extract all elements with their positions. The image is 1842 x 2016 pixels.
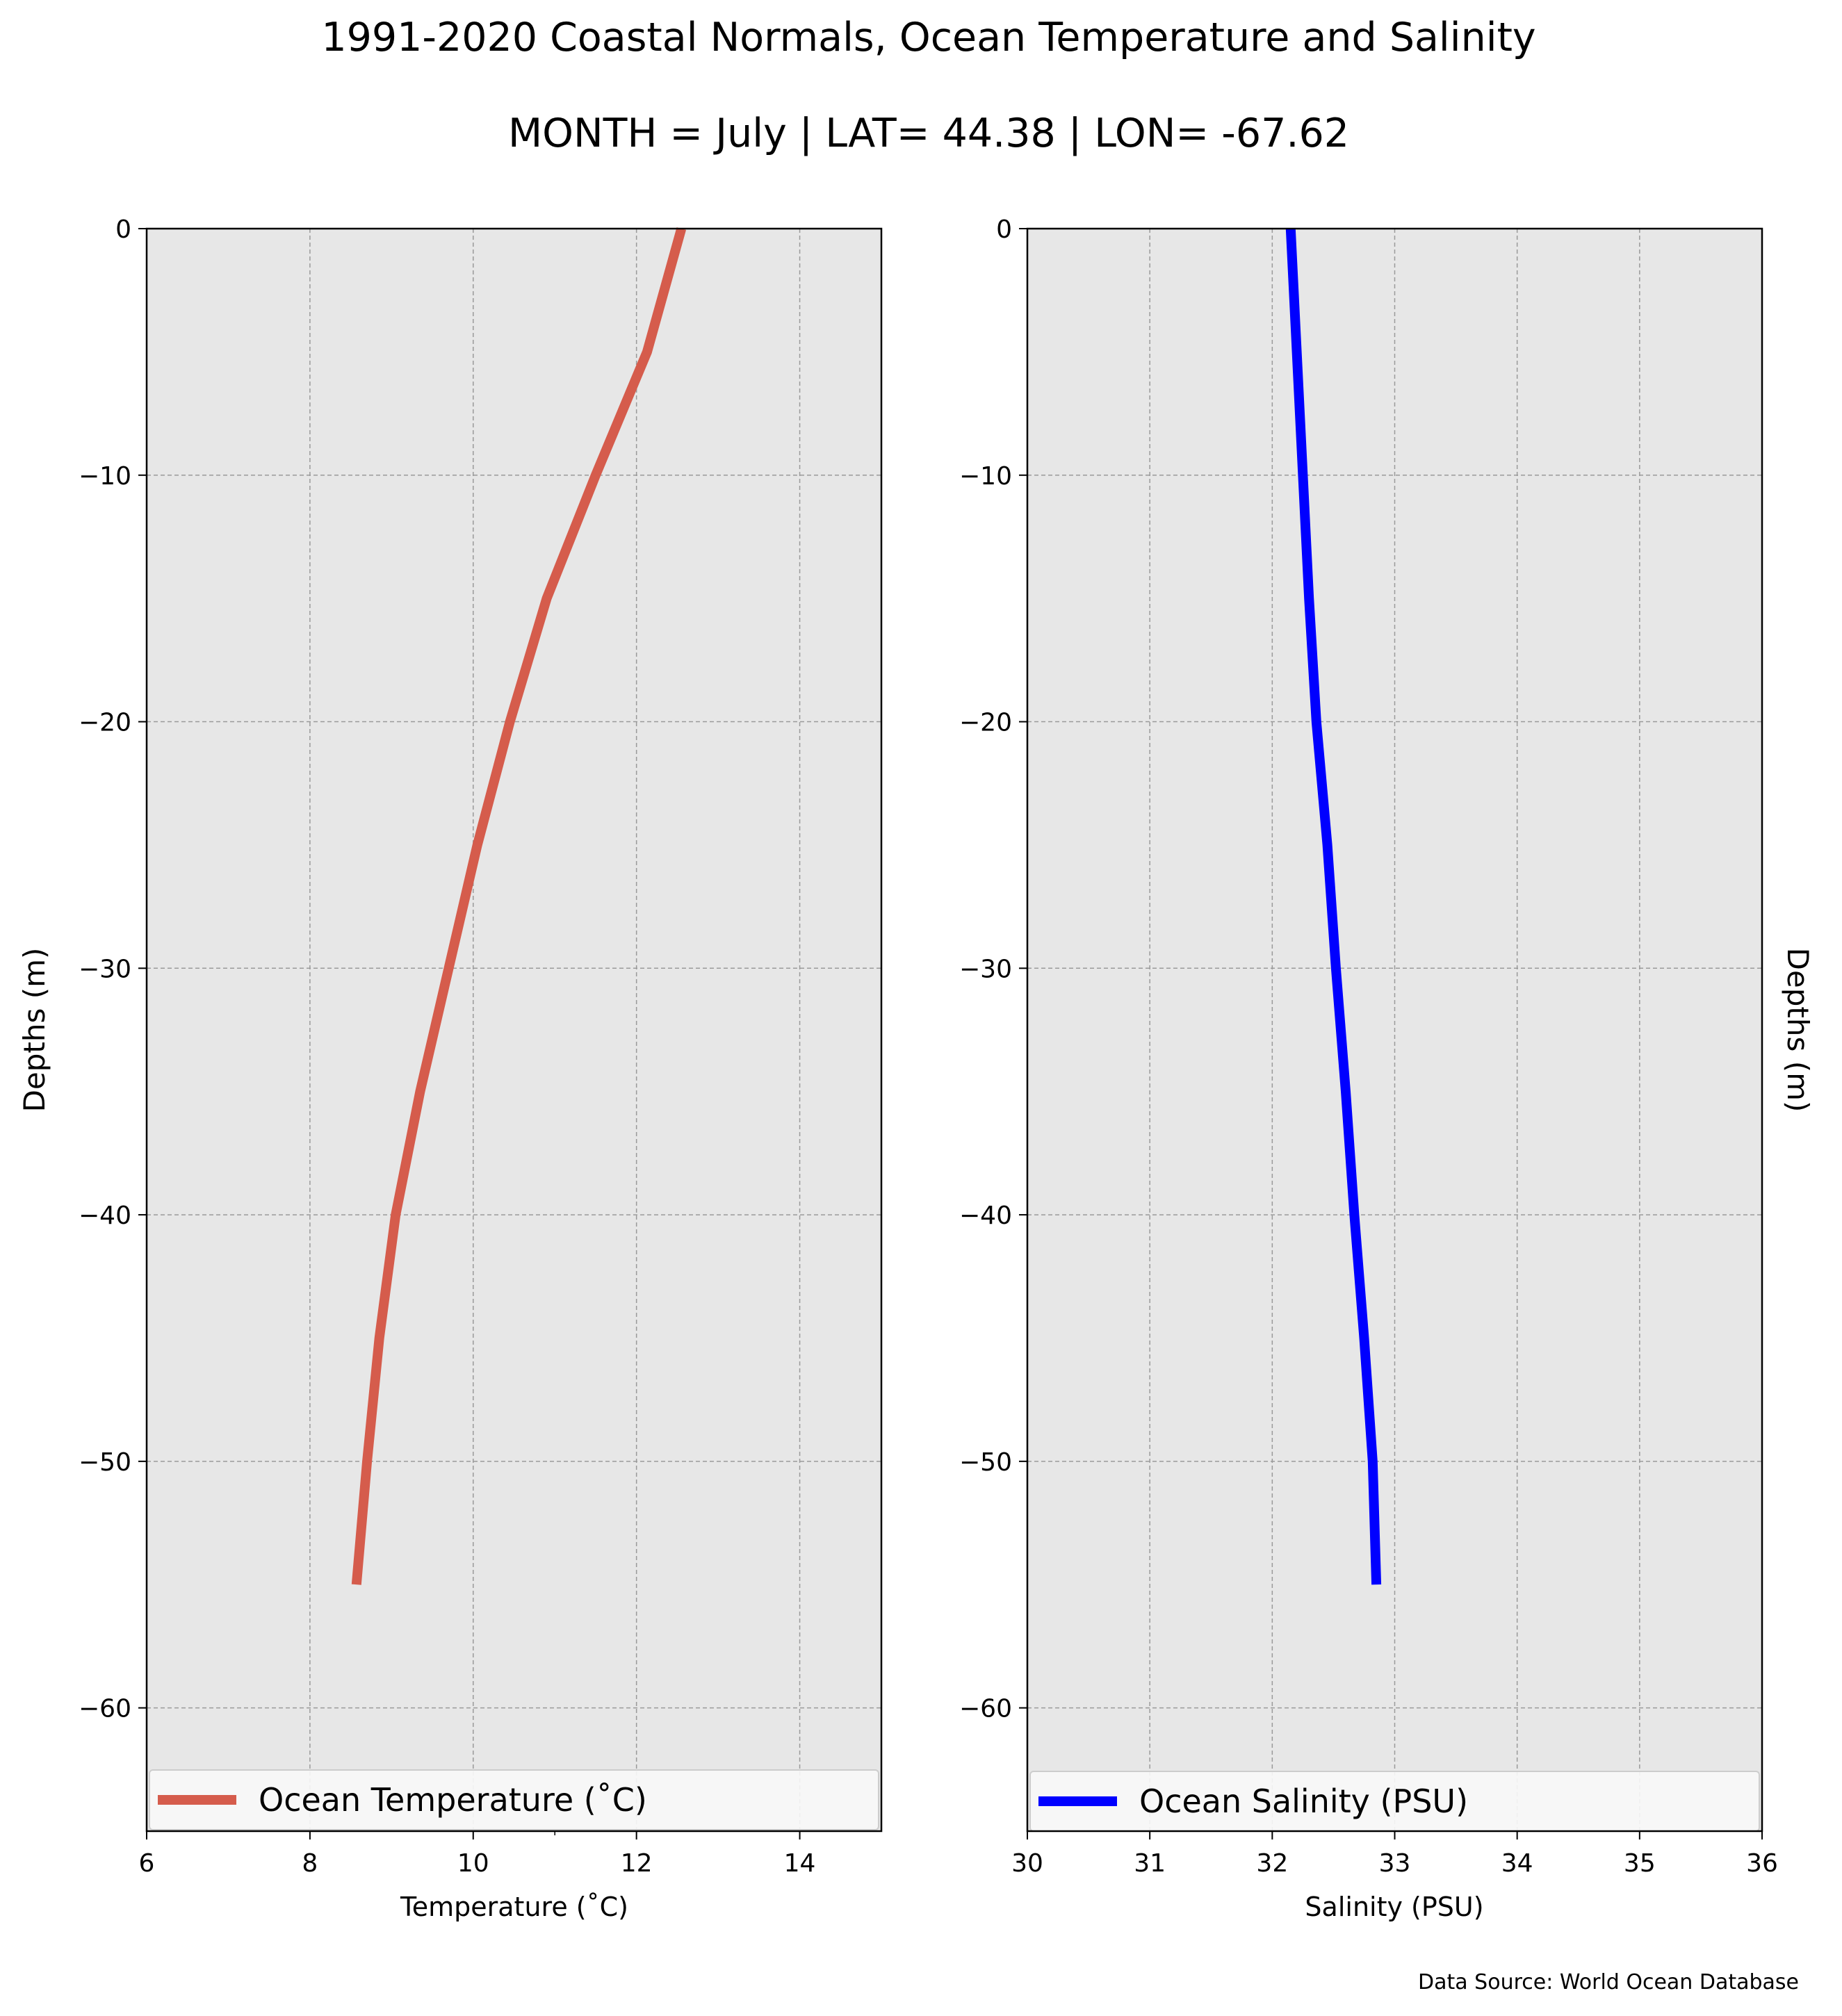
- data-source-note: Data Source: World Ocean Database: [1418, 1970, 1799, 1994]
- salinity-y-axis-label: Depths (m): [1781, 948, 1815, 1113]
- salinity-y-tick-label: −20: [959, 709, 1012, 737]
- salinity-y-tick-label: −10: [959, 462, 1012, 491]
- salinity-ticks: 30 31 32 33 34 35 36 0 −10 −20 −30 −40 −50 −60: [959, 215, 1778, 1878]
- temperature-panel: Ocean Temperature (˚C) 6 8 10 12 14 0 −10 −20 −3…: [17, 215, 883, 1922]
- temperature-x-axis-label: Temperature (˚C): [400, 1892, 628, 1922]
- salinity-x-tick-label: 36: [1746, 1849, 1778, 1878]
- salinity-legend-label: Ocean Salinity (PSU): [1139, 1783, 1468, 1820]
- salinity-line: [1285, 228, 1382, 1585]
- salinity-y-tick-label: −30: [959, 955, 1012, 983]
- salinity-y-tick-label: −60: [959, 1695, 1012, 1723]
- salinity-x-tick-label: 33: [1379, 1849, 1411, 1878]
- chart-title: 1991-2020 Coastal Normals, Ocean Tempera…: [321, 15, 1535, 60]
- salinity-x-tick-label: 32: [1256, 1849, 1288, 1878]
- salinity-y-tick-label: 0: [996, 215, 1012, 244]
- temperature-ticks: 6 8 10 12 14 0 −10 −20 −30 −40 −50 −60: [79, 215, 815, 1878]
- temperature-x-tick-label: 12: [621, 1849, 653, 1878]
- temperature-x-tick-label: 8: [302, 1849, 318, 1878]
- temperature-x-tick-label: 6: [139, 1849, 155, 1878]
- salinity-y-tick-label: −50: [959, 1448, 1012, 1477]
- temperature-y-tick-label: −60: [79, 1695, 131, 1723]
- salinity-x-tick-label: 31: [1134, 1849, 1166, 1878]
- temperature-y-tick-label: −10: [79, 462, 131, 491]
- temperature-x-tick-label: 14: [784, 1849, 816, 1878]
- temperature-y-tick-label: −30: [79, 955, 131, 983]
- temperature-axes-frame: [145, 227, 883, 1833]
- chart-subtitle: MONTH = July | LAT= 44.38 | LON= -67.62: [508, 110, 1349, 156]
- temperature-line: [351, 227, 687, 1585]
- temperature-y-tick-label: −40: [79, 1202, 131, 1230]
- temperature-legend-box: [149, 1769, 879, 1830]
- temperature-legend: Ocean Temperature (˚C): [149, 1769, 879, 1830]
- salinity-y-tick-label: −40: [959, 1202, 1012, 1230]
- temperature-y-tick-label: 0: [115, 215, 131, 244]
- temperature-y-axis-label: Depths (m): [17, 948, 51, 1113]
- salinity-x-axis-label: Salinity (PSU): [1305, 1892, 1483, 1922]
- temperature-legend-label: Ocean Temperature (˚C): [259, 1781, 647, 1819]
- salinity-x-tick-label: 30: [1011, 1849, 1043, 1878]
- temperature-plot-area: [147, 229, 881, 1831]
- temperature-grid: [147, 229, 881, 1831]
- salinity-panel: Ocean Salinity (PSU) 30 31 32 33 34 35 36 0 −10 −…: [959, 215, 1815, 1922]
- temperature-x-tick-label: 10: [457, 1849, 489, 1878]
- temperature-y-tick-label: −50: [79, 1448, 131, 1477]
- salinity-legend: Ocean Salinity (PSU): [1029, 1771, 1760, 1832]
- temperature-y-tick-label: −20: [79, 709, 131, 737]
- salinity-x-tick-label: 34: [1501, 1849, 1533, 1878]
- salinity-x-tick-label: 35: [1624, 1849, 1656, 1878]
- salinity-grid: [1027, 229, 1762, 1831]
